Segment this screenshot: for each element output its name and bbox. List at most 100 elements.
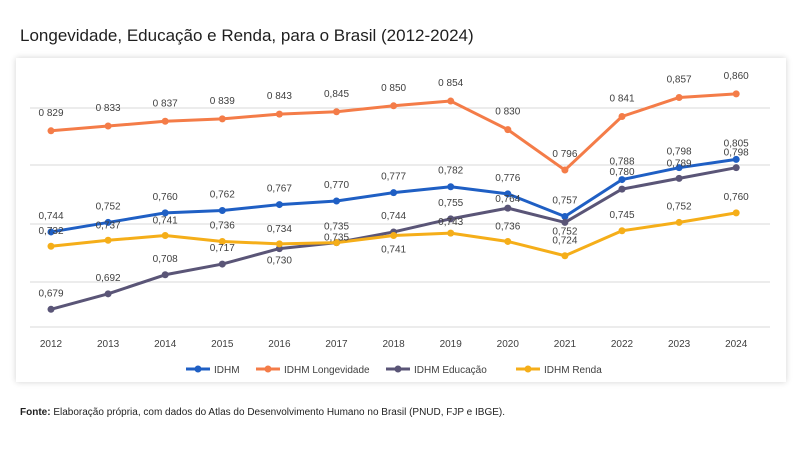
data-label: 0 837 bbox=[153, 98, 178, 109]
data-label: 0,776 bbox=[495, 173, 520, 184]
source-note: Fonte: Elaboração própria, com dados do … bbox=[20, 407, 505, 418]
data-point bbox=[275, 240, 283, 248]
legend-marker bbox=[264, 365, 272, 373]
data-label: 0,762 bbox=[210, 190, 235, 201]
data-point bbox=[504, 190, 512, 198]
data-label: 0,798 bbox=[667, 147, 692, 158]
data-label: 0,745 bbox=[609, 210, 634, 221]
data-point bbox=[561, 166, 569, 174]
data-label: 0,845 bbox=[324, 89, 349, 100]
data-label: 0 854 bbox=[438, 78, 463, 89]
data-point bbox=[447, 229, 455, 237]
data-label: 0 843 bbox=[267, 91, 292, 102]
data-label: 0,679 bbox=[38, 288, 63, 299]
data-label: 0,743 bbox=[438, 217, 463, 228]
data-label: 0 850 bbox=[381, 83, 406, 94]
source-text: Elaboração própria, com dados do Atlas d… bbox=[53, 407, 506, 418]
data-label: 0,735 bbox=[324, 222, 349, 233]
x-axis-ticks: 2012 2013 2014 2015 2016 2017 2018 2019 2020 2021… bbox=[40, 339, 748, 350]
data-label: 0,857 bbox=[667, 74, 692, 85]
data-point bbox=[47, 228, 55, 236]
data-label: 0,752 bbox=[96, 201, 121, 212]
data-label: 0,767 bbox=[267, 184, 292, 195]
data-label: 0 830 bbox=[495, 107, 520, 118]
x-tick-label: 2014 bbox=[154, 339, 177, 350]
x-tick-label: 2018 bbox=[382, 339, 405, 350]
x-tick-label: 2021 bbox=[554, 339, 577, 350]
data-point bbox=[561, 212, 569, 220]
x-tick-label: 2013 bbox=[97, 339, 120, 350]
line-chart: 0,744 0,752 0,760 0,762 0,767 0,770 0,777 0,782… bbox=[30, 71, 770, 376]
data-point bbox=[732, 90, 740, 98]
data-point bbox=[161, 117, 169, 125]
data-label: 0,777 bbox=[381, 172, 406, 183]
data-point bbox=[561, 252, 569, 260]
data-label: 0,760 bbox=[153, 192, 178, 203]
x-tick-label: 2016 bbox=[268, 339, 291, 350]
data-label: 0,805 bbox=[724, 138, 749, 149]
data-label: 0,730 bbox=[267, 256, 292, 267]
data-point bbox=[675, 218, 683, 226]
data-point bbox=[675, 164, 683, 172]
x-tick-label: 2019 bbox=[440, 339, 463, 350]
data-point bbox=[618, 113, 626, 121]
data-point bbox=[675, 174, 683, 182]
data-label: 0,798 bbox=[724, 148, 749, 159]
data-label: 0,744 bbox=[38, 211, 63, 222]
data-label: 0 833 bbox=[96, 103, 121, 114]
data-point bbox=[104, 290, 112, 298]
data-point bbox=[618, 185, 626, 193]
data-label: 0 839 bbox=[210, 96, 235, 107]
data-point bbox=[561, 218, 569, 226]
data-label: 0,737 bbox=[96, 220, 121, 231]
data-label: 0,741 bbox=[153, 216, 178, 227]
data-point bbox=[447, 97, 455, 105]
data-label: 0,732 bbox=[38, 226, 63, 237]
data-labels: 0,744 0,752 0,760 0,762 0,767 0,770 0,777 0,782… bbox=[38, 71, 749, 299]
data-point bbox=[161, 209, 169, 217]
data-label: 0,755 bbox=[438, 198, 463, 209]
data-point bbox=[104, 236, 112, 244]
legend-item: IDHM Renda bbox=[516, 365, 602, 376]
data-label: 0,735 bbox=[324, 233, 349, 244]
data-point bbox=[447, 183, 455, 191]
data-point bbox=[218, 260, 226, 268]
data-point bbox=[218, 207, 226, 215]
data-point bbox=[275, 201, 283, 209]
legend-marker bbox=[194, 365, 202, 373]
data-label: 0,788 bbox=[609, 157, 634, 168]
data-label: 0,782 bbox=[438, 166, 463, 177]
legend-item: IDHM Longevidade bbox=[256, 365, 370, 376]
data-point bbox=[732, 155, 740, 163]
data-point bbox=[390, 232, 398, 240]
data-point bbox=[275, 110, 283, 118]
data-point bbox=[218, 237, 226, 245]
x-tick-label: 2012 bbox=[40, 339, 63, 350]
data-point bbox=[390, 189, 398, 197]
data-point bbox=[675, 93, 683, 101]
data-point bbox=[161, 271, 169, 279]
legend-marker bbox=[394, 365, 402, 373]
chart-panel: 0,744 0,752 0,760 0,762 0,767 0,770 0,777 0,782… bbox=[16, 58, 786, 382]
data-point bbox=[333, 239, 340, 247]
legend-item: IDHM Educação bbox=[386, 365, 487, 376]
source-label: Fonte: bbox=[20, 407, 51, 418]
data-label: 0,692 bbox=[96, 273, 121, 284]
data-label: 0,741 bbox=[381, 245, 406, 256]
data-label: 0,789 bbox=[667, 158, 692, 169]
data-label: 0,724 bbox=[552, 236, 577, 247]
data-label: 0,760 bbox=[724, 192, 749, 203]
data-point bbox=[504, 204, 512, 212]
data-point bbox=[618, 176, 626, 184]
data-point bbox=[47, 305, 55, 313]
data-point bbox=[161, 232, 169, 240]
chart-title: Longevidade, Educação e Renda, para o Br… bbox=[20, 26, 474, 45]
data-label: 0,736 bbox=[495, 221, 520, 232]
data-point bbox=[447, 215, 455, 223]
data-label: 0,757 bbox=[552, 195, 577, 206]
legend: IDHM IDHM Longevidade IDHM Educação IDHM Re… bbox=[186, 365, 602, 376]
legend-label: IDHM Renda bbox=[544, 365, 602, 376]
legend-label: IDHM Educação bbox=[414, 365, 487, 376]
x-tick-label: 2023 bbox=[668, 339, 691, 350]
data-label: 0,752 bbox=[552, 226, 577, 237]
